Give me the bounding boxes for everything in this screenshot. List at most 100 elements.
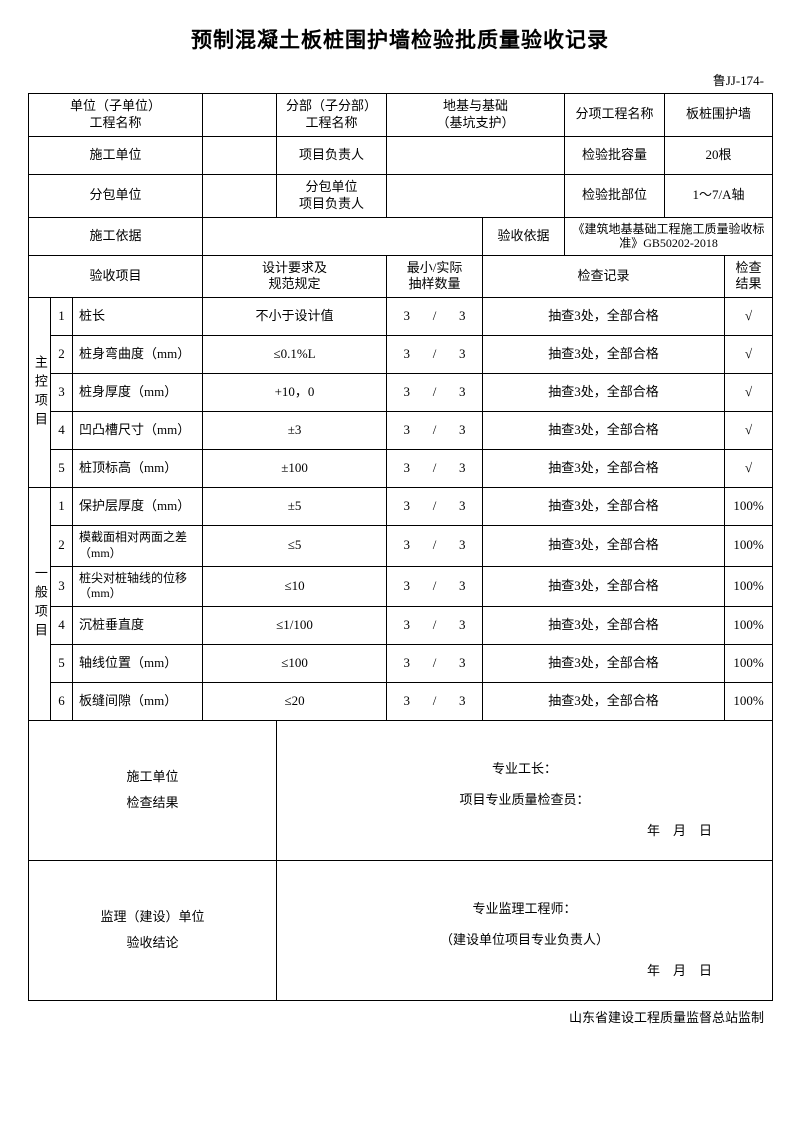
- row-slash: /: [427, 450, 443, 488]
- row-spec: ≤0.1%L: [203, 336, 387, 374]
- row-min: 3: [387, 450, 427, 488]
- row-name: 沉桩垂直度: [73, 606, 203, 644]
- row-res: 100%: [725, 606, 773, 644]
- accept-val: 《建筑地基基础工程施工质量验收标准》GB50202-2018: [565, 217, 773, 255]
- row-act: 3: [443, 412, 483, 450]
- row-res: 100%: [725, 488, 773, 526]
- row-rec: 抽查3处，全部合格: [483, 374, 725, 412]
- row-name: 轴线位置（mm）: [73, 644, 203, 682]
- sig1-label: 施工单位 检查结果: [29, 720, 277, 860]
- row-act: 3: [443, 488, 483, 526]
- inspection-table: 单位（子单位） 工程名称 分部（子分部） 工程名称 地基与基础 （基坑支护） 分…: [28, 93, 773, 1001]
- row-min: 3: [387, 374, 427, 412]
- group-general: 一般项目: [29, 488, 51, 720]
- row-min: 3: [387, 412, 427, 450]
- row-min: 3: [387, 336, 427, 374]
- row-rec: 抽查3处，全部合格: [483, 450, 725, 488]
- row-spec: ≤10: [203, 566, 387, 606]
- sub-label: 分部（子分部） 工程名称: [277, 94, 387, 137]
- row-min: 3: [387, 526, 427, 566]
- sub-val: 地基与基础 （基坑支护）: [387, 94, 565, 137]
- row-num: 2: [51, 336, 73, 374]
- row-slash: /: [427, 488, 443, 526]
- row-num: 4: [51, 606, 73, 644]
- row-res: 100%: [725, 682, 773, 720]
- row-res: 100%: [725, 644, 773, 682]
- row-spec: ≤5: [203, 526, 387, 566]
- subpm-val: [387, 174, 565, 217]
- row-res: √: [725, 298, 773, 336]
- item-label: 分项工程名称: [565, 94, 665, 137]
- doc-title: 预制混凝土板桩围护墙检验批质量验收记录: [28, 24, 772, 54]
- row-spec: ±3: [203, 412, 387, 450]
- row-res: √: [725, 450, 773, 488]
- sig1-body: 专业工长： 项目专业质量检查员： 年 月 日: [277, 720, 773, 860]
- row-min: 3: [387, 682, 427, 720]
- pm-val: [387, 136, 565, 174]
- row-name: 桩顶标高（mm）: [73, 450, 203, 488]
- row-name: 模截面相对两面之差（mm）: [73, 526, 203, 566]
- pos-label: 检验批部位: [565, 174, 665, 217]
- sig2-label: 监理（建设）单位 验收结论: [29, 860, 277, 1000]
- col-spec: 设计要求及 规范规定: [203, 255, 387, 298]
- row-rec: 抽查3处，全部合格: [483, 682, 725, 720]
- row-num: 1: [51, 488, 73, 526]
- row-slash: /: [427, 298, 443, 336]
- row-act: 3: [443, 682, 483, 720]
- row-min: 3: [387, 298, 427, 336]
- row-num: 5: [51, 644, 73, 682]
- cons-label: 施工单位: [29, 136, 203, 174]
- row-slash: /: [427, 336, 443, 374]
- row-spec: ≤20: [203, 682, 387, 720]
- row-num: 3: [51, 374, 73, 412]
- row-spec: 不小于设计值: [203, 298, 387, 336]
- group-main: 主控项目: [29, 298, 51, 488]
- row-name: 凹凸槽尺寸（mm）: [73, 412, 203, 450]
- cons-val: [203, 136, 277, 174]
- row-rec: 抽查3处，全部合格: [483, 566, 725, 606]
- row-res: √: [725, 374, 773, 412]
- row-name: 桩长: [73, 298, 203, 336]
- row-rec: 抽查3处，全部合格: [483, 526, 725, 566]
- row-spec: ±5: [203, 488, 387, 526]
- row-slash: /: [427, 374, 443, 412]
- basis-val: [203, 217, 483, 255]
- subpm-label: 分包单位 项目负责人: [277, 174, 387, 217]
- row-act: 3: [443, 374, 483, 412]
- row-act: 3: [443, 526, 483, 566]
- pm-label: 项目负责人: [277, 136, 387, 174]
- row-num: 2: [51, 526, 73, 566]
- row-act: 3: [443, 450, 483, 488]
- row-num: 6: [51, 682, 73, 720]
- row-rec: 抽查3处，全部合格: [483, 488, 725, 526]
- sig2-l2: （建设单位项目专业负责人）: [297, 924, 752, 955]
- row-min: 3: [387, 644, 427, 682]
- sig1-l3: 年 月 日: [297, 815, 752, 846]
- sig1-l2: 项目专业质量检查员：: [297, 784, 752, 815]
- row-res: 100%: [725, 566, 773, 606]
- row-name: 板缝间隙（mm）: [73, 682, 203, 720]
- row-slash: /: [427, 566, 443, 606]
- row-spec: ≤1/100: [203, 606, 387, 644]
- row-min: 3: [387, 488, 427, 526]
- row-slash: /: [427, 644, 443, 682]
- sig1-l1: 专业工长：: [297, 753, 752, 784]
- row-slash: /: [427, 682, 443, 720]
- row-rec: 抽查3处，全部合格: [483, 644, 725, 682]
- col-item: 验收项目: [29, 255, 203, 298]
- item-val: 板桩围护墙: [665, 94, 773, 137]
- cap-label: 检验批容量: [565, 136, 665, 174]
- row-rec: 抽查3处，全部合格: [483, 298, 725, 336]
- row-res: √: [725, 336, 773, 374]
- row-rec: 抽查3处，全部合格: [483, 336, 725, 374]
- row-res: √: [725, 412, 773, 450]
- row-spec: ±100: [203, 450, 387, 488]
- row-name: 保护层厚度（mm）: [73, 488, 203, 526]
- row-spec: +10，0: [203, 374, 387, 412]
- row-name: 桩身弯曲度（mm）: [73, 336, 203, 374]
- col-result: 检查 结果: [725, 255, 773, 298]
- pos-val: 1～7/A轴: [665, 174, 773, 217]
- col-record: 检查记录: [483, 255, 725, 298]
- row-name: 桩尖对桩轴线的位移（mm）: [73, 566, 203, 606]
- row-act: 3: [443, 644, 483, 682]
